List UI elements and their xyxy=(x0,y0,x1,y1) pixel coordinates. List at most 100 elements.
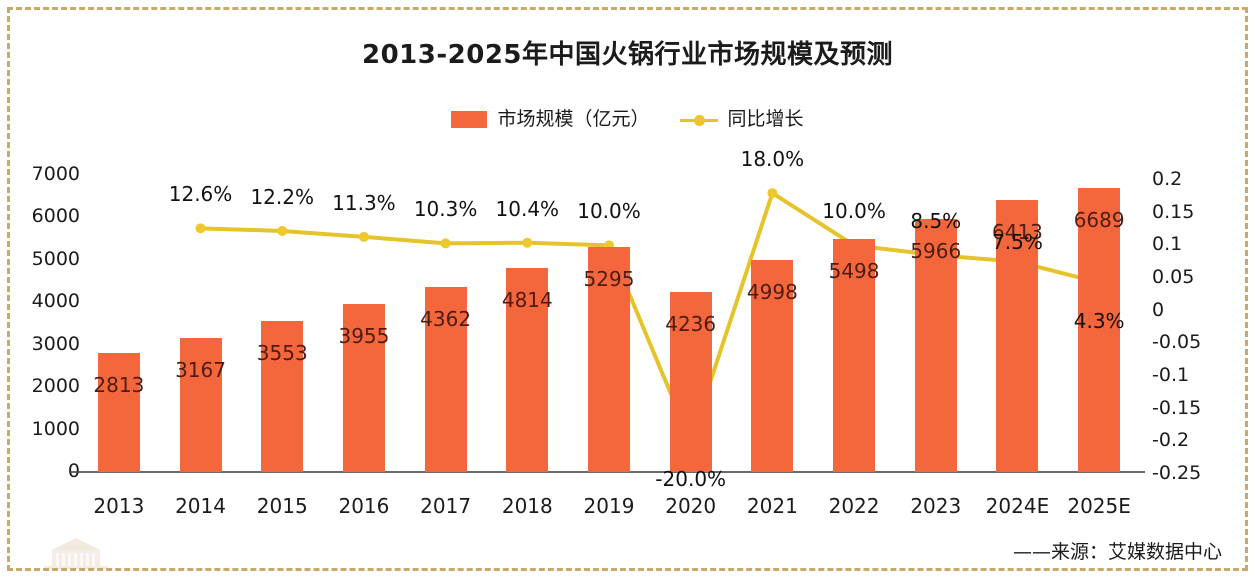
line-marker xyxy=(1012,256,1023,267)
y-axis-tick-label: 0 xyxy=(67,460,80,482)
growth-value-label: 10.0% xyxy=(577,199,641,224)
bar-value-label: 3167 xyxy=(175,357,226,382)
x-axis-tick-2024E: 2024E xyxy=(985,494,1050,518)
x-axis-tick-2017: 2017 xyxy=(420,494,472,518)
x-axis-tick-2019: 2019 xyxy=(583,494,635,518)
y-axis-tick-label: 7000 xyxy=(31,163,80,185)
bar-value-label: 4814 xyxy=(501,287,553,312)
x-axis-tick-2016: 2016 xyxy=(338,494,390,518)
line-marker xyxy=(1094,277,1105,288)
y2-axis-tick-label: -0.15 xyxy=(1152,396,1202,419)
bar-2025E[interactable] xyxy=(1078,188,1121,472)
y2-axis-tick-label: -0.05 xyxy=(1152,331,1202,354)
growth-value-label: 12.2% xyxy=(250,184,314,209)
growth-value-label: 12.6% xyxy=(168,182,233,207)
y-axis-tick-label: 6000 xyxy=(31,205,80,228)
bar-2015[interactable] xyxy=(261,321,304,472)
y2-axis-tick-label: 0.15 xyxy=(1152,200,1195,223)
growth-value-label: 18.0% xyxy=(740,147,805,172)
line-segment xyxy=(688,191,775,444)
growth-value-label: 11.3% xyxy=(332,190,396,215)
legend-bar-swatch-icon xyxy=(451,111,488,128)
bar-value-label: 6413 xyxy=(992,219,1043,244)
decorative-border xyxy=(7,7,1248,571)
line-segment xyxy=(361,234,448,246)
line-segment xyxy=(770,191,857,248)
bar-2017[interactable] xyxy=(424,286,467,472)
y2-axis-tick-label: 0.1 xyxy=(1152,233,1183,256)
line-marker xyxy=(440,238,451,249)
y2-axis-tick-label: 0 xyxy=(1152,298,1165,321)
y-axis-tick-label: 4000 xyxy=(31,290,80,313)
bar-2020[interactable] xyxy=(669,292,712,472)
line-marker xyxy=(195,223,206,234)
page-title: 2013-2025年中国火锅行业市场规模及预测 xyxy=(361,40,894,70)
bar-2019[interactable] xyxy=(588,247,630,472)
legend-bar-label: 市场规模（亿元） xyxy=(497,108,650,130)
line-marker xyxy=(604,240,614,251)
bar-2022[interactable] xyxy=(833,238,876,472)
bar-2021[interactable] xyxy=(751,259,794,472)
x-axis-tick-2013: 2013 xyxy=(93,494,145,518)
line-segment xyxy=(1015,259,1102,285)
x-axis-tick-2014: 2014 xyxy=(175,494,226,518)
bar-value-label: 3553 xyxy=(256,341,308,366)
growth-value-label: 10.3% xyxy=(413,197,478,222)
line-segment xyxy=(198,226,285,233)
line-segment xyxy=(280,228,366,239)
x-axis-tick-2020: 2020 xyxy=(665,494,717,518)
growth-value-label: 7.5% xyxy=(992,229,1043,254)
x-axis-tick-2018: 2018 xyxy=(501,494,553,518)
line-marker xyxy=(358,231,369,242)
y-axis-tick-label: 1000 xyxy=(31,417,80,440)
growth-value-label: -20.0% xyxy=(655,467,727,492)
growth-value-label: 10.0% xyxy=(822,199,886,224)
line-segment xyxy=(443,240,530,246)
bar-2014[interactable] xyxy=(179,337,222,472)
line-marker xyxy=(767,188,778,199)
line-segment xyxy=(607,243,693,444)
bar-value-label: 5966 xyxy=(910,238,962,263)
line-marker xyxy=(685,436,696,447)
x-axis-tick-2015: 2015 xyxy=(256,494,308,518)
line-segment xyxy=(933,253,1020,264)
growth-value-label: 8.5% xyxy=(910,209,962,234)
y2-axis-tick-label: 0.2 xyxy=(1152,168,1183,190)
x-axis-tick-2021: 2021 xyxy=(746,494,798,518)
growth-value-label: 4.3% xyxy=(1073,308,1125,333)
bar-2024E[interactable] xyxy=(996,199,1039,472)
bar-value-label: 3955 xyxy=(338,324,390,349)
y2-axis-tick-label: -0.1 xyxy=(1152,364,1190,386)
legend-item-bar: 市场规模（亿元） xyxy=(451,108,650,130)
line-marker xyxy=(930,250,941,261)
line-marker xyxy=(849,240,860,251)
bar-2018[interactable] xyxy=(506,267,549,472)
x-axis-tick-2023: 2023 xyxy=(910,494,962,518)
y-axis-tick-label: 5000 xyxy=(31,247,80,270)
y2-axis-tick-label: -0.2 xyxy=(1152,429,1190,452)
line-marker xyxy=(522,237,533,248)
x-axis-tick-2025E: 2025E xyxy=(1067,494,1131,518)
y-axis-tick-label: 2000 xyxy=(31,375,80,398)
line-segment xyxy=(852,243,938,258)
line-segment xyxy=(525,240,611,248)
y2-axis-tick-label: 0.05 xyxy=(1152,266,1195,288)
bar-value-label: 4236 xyxy=(665,312,717,337)
bar-2023[interactable] xyxy=(914,218,957,472)
source-note: ——来源：艾媒数据中心 xyxy=(1012,541,1222,563)
bar-value-label: 4998 xyxy=(746,279,798,304)
legend-line-swatch-icon xyxy=(679,113,718,127)
building-watermark-icon xyxy=(44,538,108,569)
bar-value-label: 2813 xyxy=(93,372,145,397)
bar-value-label: 6689 xyxy=(1073,208,1125,233)
chart-legend: 市场规模（亿元） 同比增长 xyxy=(0,110,1255,129)
bar-2016[interactable] xyxy=(342,304,385,472)
bar-2013[interactable] xyxy=(97,352,140,472)
legend-line-label: 同比增长 xyxy=(727,108,804,130)
growth-value-label: 10.4% xyxy=(495,196,560,221)
bar-value-label: 5498 xyxy=(828,258,880,283)
legend-item-line: 同比增长 xyxy=(679,108,804,130)
